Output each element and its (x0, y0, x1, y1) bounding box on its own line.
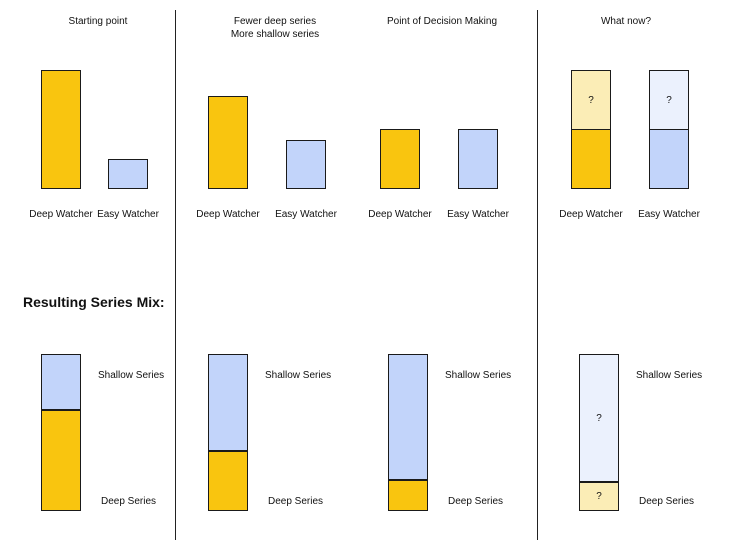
shallow-series-label-3: Shallow Series (445, 370, 512, 381)
watcher-label-easy-3: Easy Watcher (447, 209, 509, 220)
series-mix-stack-2 (208, 354, 248, 511)
deep-series-label-3: Deep Series (448, 496, 504, 507)
panel-title-decision-point: Point of Decision Making (386, 16, 498, 27)
watcher-bar-deep-1 (41, 70, 81, 189)
shallow-series-segment-4: ? (580, 355, 618, 481)
watcher-label-deep-3: Deep Watcher (368, 209, 432, 220)
deep-series-segment-4: ? (580, 481, 618, 510)
deep-series-segment-1 (42, 409, 80, 510)
watcher-label-deep-2: Deep Watcher (196, 209, 260, 220)
shallow-series-segment-2 (209, 355, 247, 450)
panel-title-what-now: What now? (600, 16, 652, 27)
deep-series-label-1: Deep Series (101, 496, 157, 507)
watcher-bar-easy-4 (649, 129, 689, 189)
panel-title-starting-point: Starting point (68, 16, 128, 27)
watcher-bar-easy-1 (108, 159, 148, 189)
resulting-series-mix-heading: Resulting Series Mix: (23, 294, 165, 310)
watcher-bar-deep-2 (208, 96, 248, 189)
watcher-label-deep-4: Deep Watcher (559, 209, 623, 220)
divider-right (537, 10, 538, 540)
shallow-series-segment-1 (42, 355, 80, 409)
divider-left (175, 10, 176, 540)
shallow-series-label-1: Shallow Series (98, 370, 165, 381)
deep-series-segment-3 (389, 479, 427, 510)
watcher-unknown-easy-4: ? (649, 70, 689, 130)
shallow-series-segment-3 (389, 355, 427, 479)
watcher-unknown-deep-4: ? (571, 70, 611, 130)
deep-series-segment-2 (209, 450, 247, 510)
series-mix-stack-1 (41, 354, 81, 511)
watcher-bar-deep-4 (571, 129, 611, 189)
deep-series-label-2: Deep Series (268, 496, 324, 507)
series-mix-stack-3 (388, 354, 428, 511)
shallow-series-label-4: Shallow Series (636, 370, 703, 381)
watcher-label-deep-1: Deep Watcher (29, 209, 93, 220)
watcher-bar-easy-3 (458, 129, 498, 189)
watcher-label-easy-4: Easy Watcher (638, 209, 700, 220)
shallow-series-label-2: Shallow Series (265, 370, 332, 381)
panel-title-more-shallow: More shallow series (230, 29, 320, 40)
watcher-label-easy-1: Easy Watcher (97, 209, 159, 220)
panel-title-fewer-deep: Fewer deep series (233, 16, 317, 27)
watcher-bar-deep-3 (380, 129, 420, 189)
watcher-label-easy-2: Easy Watcher (275, 209, 337, 220)
deep-series-label-4: Deep Series (639, 496, 695, 507)
series-mix-stack-4: ?? (579, 354, 619, 511)
watcher-bar-easy-2 (286, 140, 326, 189)
